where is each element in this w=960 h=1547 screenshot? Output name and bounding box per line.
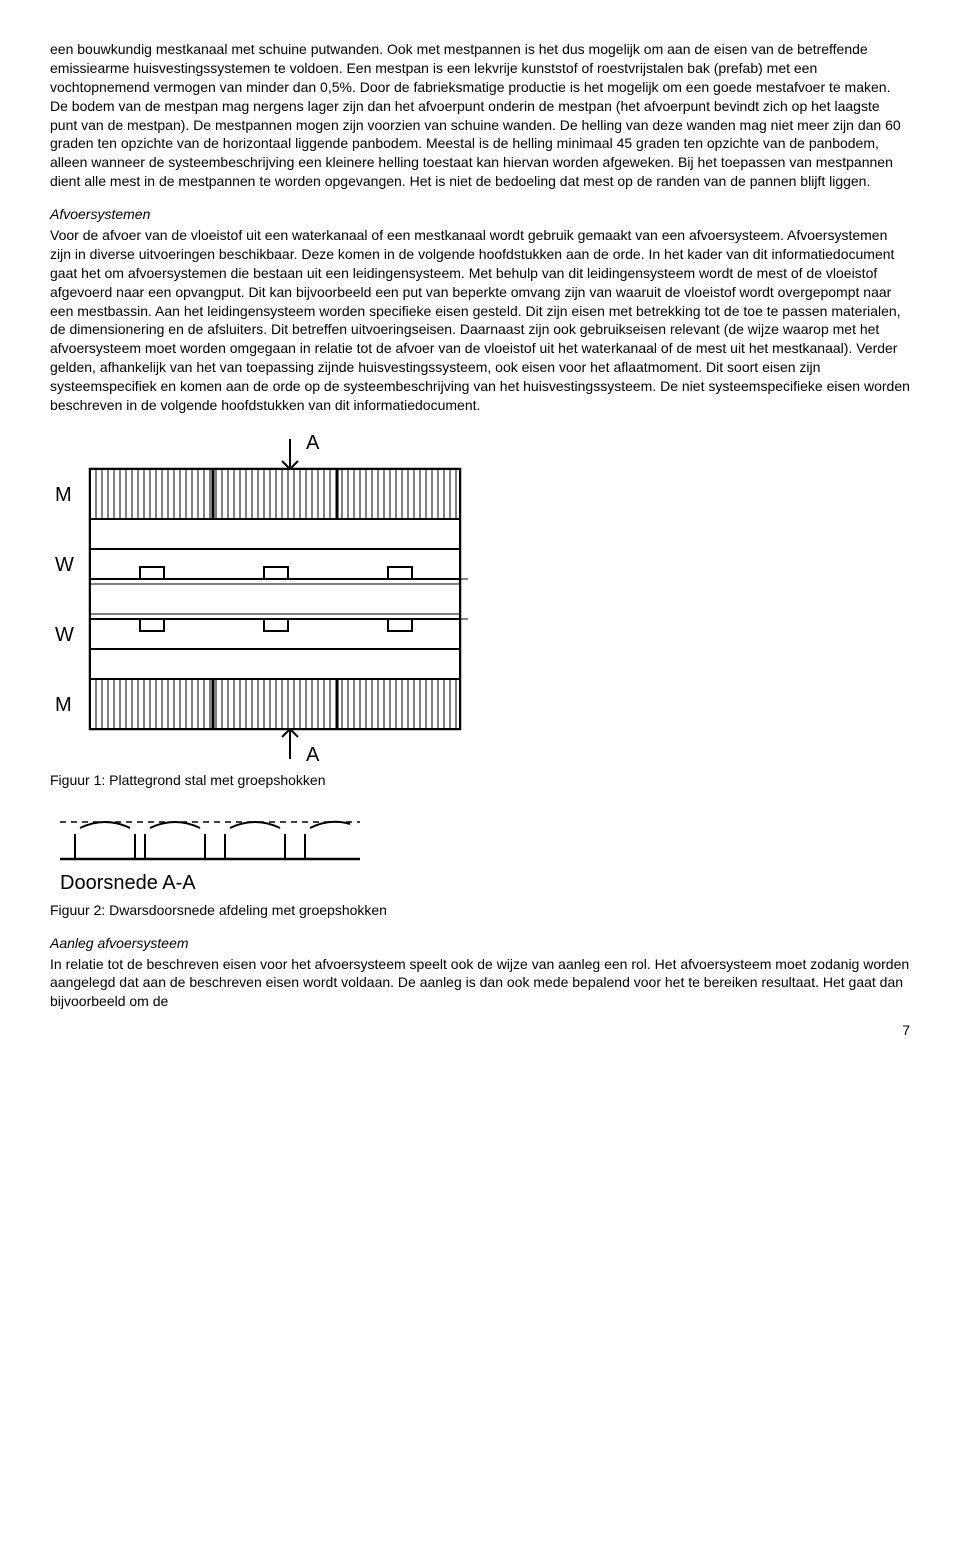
paragraph-3: In relatie tot de beschreven eisen voor … <box>50 955 910 1012</box>
figure-2-caption: Figuur 2: Dwarsdoorsnede afdeling met gr… <box>50 901 910 920</box>
figure-2: Doorsnede A-A <box>50 804 910 899</box>
label-m-top: M <box>55 484 72 506</box>
figure-1: A <box>50 429 910 769</box>
doorsnede-label: Doorsnede A-A <box>60 872 196 894</box>
heading-aanleg: Aanleg afvoersysteem <box>50 934 910 953</box>
paragraph-1: een bouwkundig mestkanaal met schuine pu… <box>50 40 910 191</box>
paragraph-2: Voor de afvoer van de vloeistof uit een … <box>50 226 910 415</box>
label-a-bottom: A <box>306 744 320 766</box>
label-a-top: A <box>306 432 320 454</box>
label-w-bottom: W <box>55 624 74 646</box>
label-w-top: W <box>55 554 74 576</box>
page-number: 7 <box>50 1021 910 1040</box>
heading-afvoersystemen: Afvoersystemen <box>50 205 910 224</box>
label-m-bottom: M <box>55 694 72 716</box>
figure-1-caption: Figuur 1: Plattegrond stal met groepshok… <box>50 771 910 790</box>
